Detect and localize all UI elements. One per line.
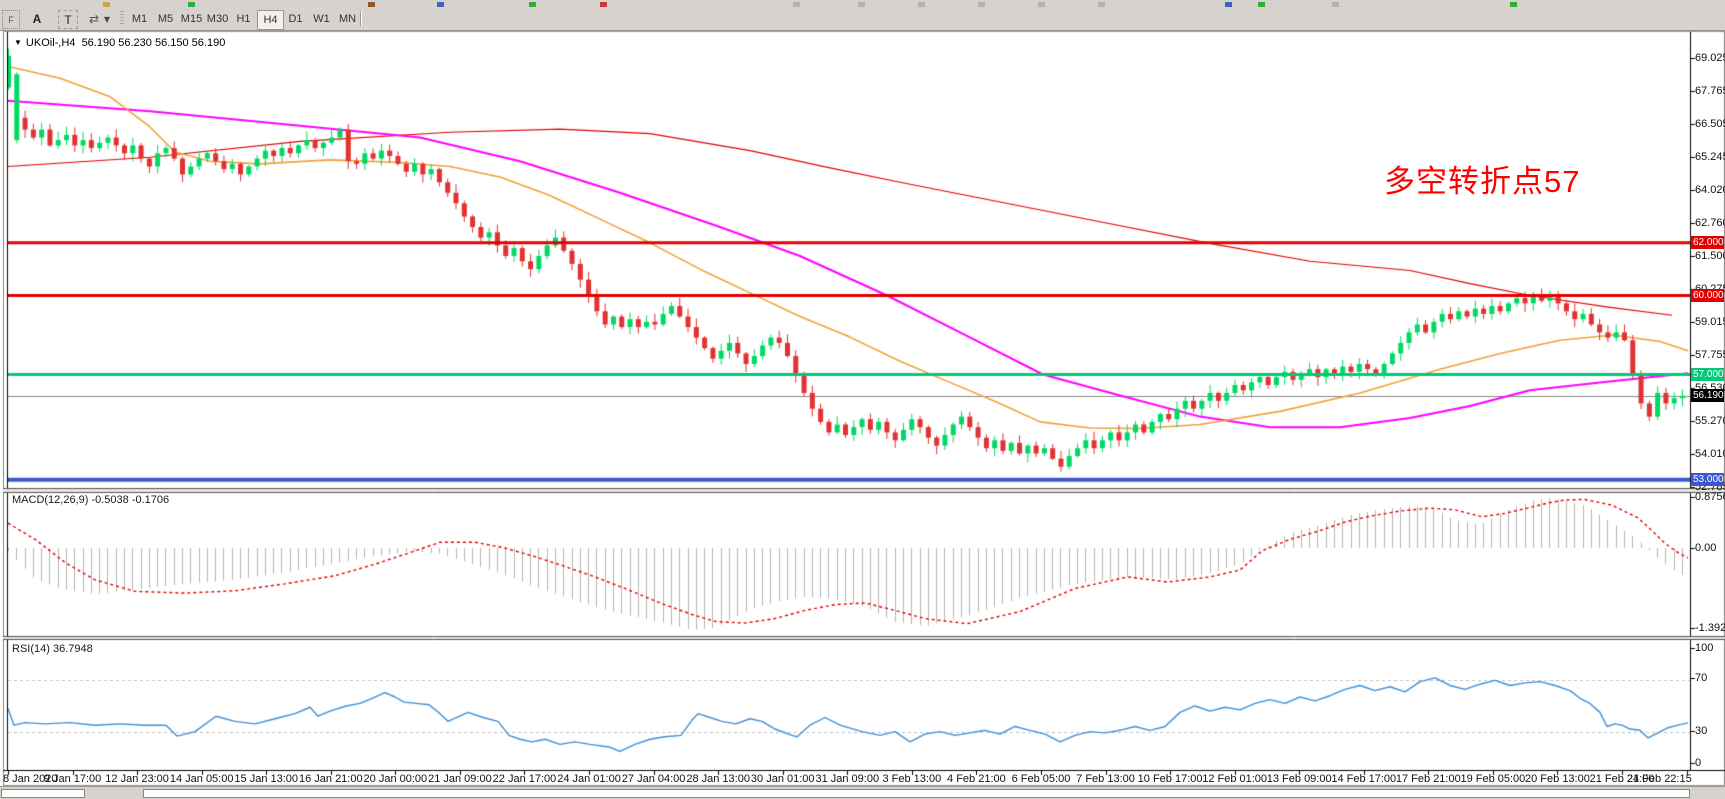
time-tick-label: 12 Jan 23:00	[105, 773, 169, 785]
current-price-tag: 56.190	[1691, 389, 1724, 403]
time-tick-label: 31 Jan 09:00	[815, 773, 880, 785]
text-annotation[interactable]: 多空转折点57	[1384, 164, 1581, 199]
time-tick-label: 16 Jan 21:00	[298, 773, 363, 785]
macd-tick-label: 0.00	[1695, 542, 1717, 554]
time-tick-label: 17 Feb 21:00	[1395, 773, 1461, 785]
price-tick-label: 61.500	[1695, 250, 1725, 262]
rsi-tick-label: 100	[1695, 642, 1714, 654]
time-tick-label: 10 Feb 17:00	[1137, 773, 1203, 785]
time-tick-label: 8 Jan 2020	[3, 773, 58, 785]
time-tick-label: 20 Feb 13:00	[1525, 773, 1590, 785]
macd-indicator-label: MACD(12,26,9) -0.5038 -0.1706	[12, 494, 170, 506]
time-tick-label: 20 Jan 00:00	[363, 773, 428, 785]
time-tick-label: 3 Feb 13:00	[882, 773, 942, 785]
time-tick-label: 14 Feb 17:00	[1331, 773, 1397, 785]
price-tick-label: 57.755	[1695, 349, 1725, 361]
macd-tick-label: 0.8756	[1695, 491, 1725, 503]
rsi-tick-label: 70	[1695, 672, 1708, 684]
chart-symbol-period: UKOil-,H4	[25, 37, 76, 49]
time-tick-label: 21 Jan 09:00	[428, 773, 492, 785]
price-tick-label: 64.020	[1695, 184, 1725, 196]
clipped-bottom-bar	[0, 786, 1725, 799]
time-tick-label: 30 Jan 01:00	[750, 773, 815, 785]
bottom-tab-segment[interactable]	[1, 789, 85, 798]
time-tick-label: 24 Feb 22:15	[1626, 773, 1692, 785]
time-tick-label: 12 Feb 01:00	[1202, 773, 1268, 785]
time-tick-label: 6 Feb 05:00	[1011, 773, 1071, 785]
time-tick-label: 24 Jan 01:00	[557, 773, 621, 785]
price-tick-label: 69.025	[1695, 52, 1725, 64]
rsi-indicator-label: RSI(14) 36.7948	[12, 643, 93, 655]
price-tick-label: 62.760	[1695, 217, 1725, 229]
chart-title: ▼ UKOil-,H4 56.190 56.230 56.150 56.190	[14, 37, 225, 49]
chart-ohlc-values: 56.190 56.230 56.150 56.190	[81, 37, 226, 49]
time-tick-label: 14 Jan 05:00	[169, 773, 234, 785]
macd-tick-label: -1.3923	[1695, 622, 1725, 634]
time-tick-label: 4 Feb 21:00	[947, 773, 1006, 785]
rsi-tick-label: 30	[1695, 725, 1708, 737]
price-tick-label: 54.010	[1695, 448, 1725, 460]
price-tick-label: 66.505	[1695, 118, 1725, 130]
rsi-tick-label: 0	[1695, 757, 1702, 769]
price-tick-label: 55.270	[1695, 415, 1725, 427]
horizontal-scrollbar[interactable]	[143, 789, 1690, 798]
price-tick-label: 59.015	[1695, 316, 1725, 328]
time-tick-label: 22 Jan 17:00	[492, 773, 557, 785]
time-tick-label: 15 Jan 13:00	[234, 773, 299, 785]
collapse-triangle-icon[interactable]: ▼	[14, 38, 22, 47]
level-price-tag: 62.000	[1691, 236, 1724, 250]
time-tick-label: 9 Jan 17:00	[43, 773, 102, 785]
time-tick-label: 7 Feb 13:00	[1076, 773, 1135, 785]
price-tick-label: 65.245	[1695, 151, 1725, 163]
time-tick-label: 13 Feb 09:00	[1266, 773, 1332, 785]
level-price-tag: 57.000	[1691, 367, 1724, 381]
time-tick-label: 28 Jan 13:00	[686, 773, 750, 785]
time-tick-label: 21 Feb 21:00	[1589, 773, 1655, 785]
level-price-tag: 53.000	[1691, 473, 1724, 487]
price-tick-label: 67.765	[1695, 85, 1725, 97]
time-tick-label: 19 Feb 05:00	[1460, 773, 1526, 785]
time-tick-label: 27 Jan 04:00	[621, 773, 686, 785]
level-price-tag: 60.000	[1691, 288, 1724, 302]
